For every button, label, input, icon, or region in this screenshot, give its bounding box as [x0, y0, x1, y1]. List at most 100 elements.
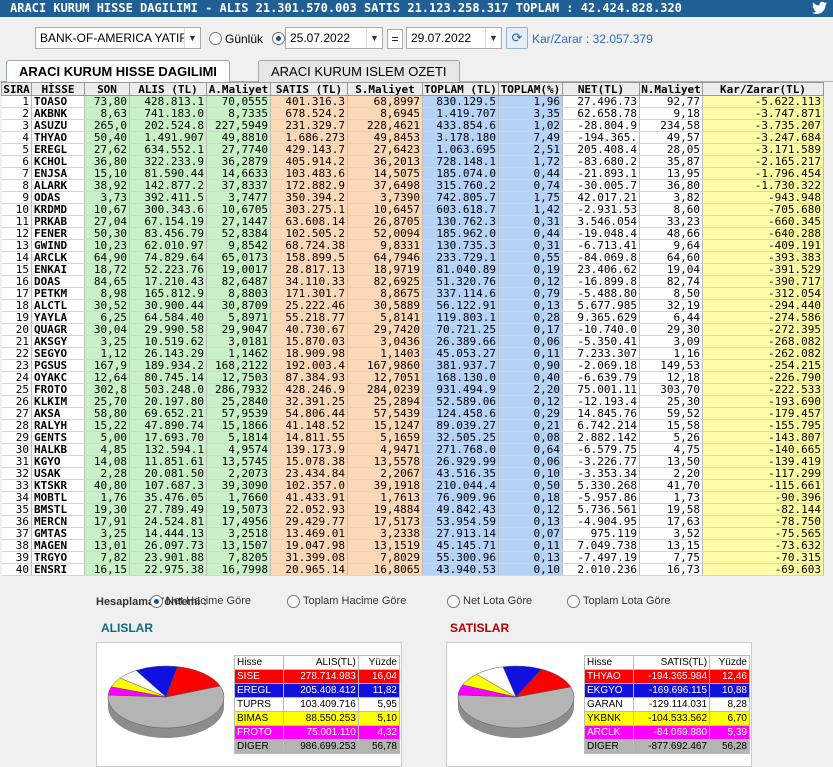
legend-row[interactable]: YKBNK -104.533.562 6,70 — [584, 711, 750, 726]
table-row[interactable]: 13 GWIND 10,23 62.010.97 9,8542 68.724.38 9,83… — [1, 239, 824, 252]
table-row[interactable]: 18 ALCTL 30,52 30.900.44 30,8709 25.222.46 30,… — [1, 299, 824, 312]
calc-option-radio[interactable] — [150, 595, 163, 608]
pie-slice[interactable] — [107, 686, 167, 698]
column-header[interactable]: Kar/Zarar(TL) — [702, 82, 824, 96]
chevron-down-icon[interactable]: ▼ — [366, 28, 382, 48]
legend-header: Hisse — [233, 655, 285, 670]
column-header[interactable]: ALIS (TL) — [129, 82, 207, 96]
column-header[interactable]: TOPLAM(%) — [498, 82, 563, 96]
table-row[interactable]: 14 ARCLK 64,90 74.829.64 65,0173 158.899.5 64,… — [1, 251, 824, 264]
table-row[interactable]: 37 GMTAS 3,25 14.444.13 3,2518 13.469.01 3,233… — [1, 527, 824, 540]
legend-row[interactable]: FROTO 75.001.110 4,32 — [233, 725, 401, 740]
pie-slice[interactable] — [457, 684, 517, 698]
table-row[interactable]: 2 AKBNK 8,63 741.183.0 8,7335 678.524.2 8,6945… — [1, 107, 824, 120]
table-row[interactable]: 38 MAGEN 13,01 26.097.73 13,1507 19.047.98 13,… — [1, 539, 824, 552]
pie-slice[interactable] — [107, 685, 225, 729]
table-row[interactable]: 15 ENKAI 18,72 52.223.76 19,0017 28.817.13 18,… — [1, 263, 824, 276]
table-row[interactable]: 30 HALKB 4,85 132.594.1 4,9574 139.173.9 4,947… — [1, 443, 824, 456]
table-row[interactable]: 3 ASUZU 265,0 202.524.8 227,5949 231.329.7 228… — [1, 119, 824, 132]
calc-option-label[interactable]: Net Hacime Göre — [166, 595, 251, 607]
calc-option-radio[interactable] — [287, 595, 300, 608]
column-header[interactable]: SATIS (TL) — [270, 82, 348, 96]
column-header[interactable]: S.Maliyet — [347, 82, 423, 96]
table-row[interactable]: 24 OYAKC 12,64 80.745.14 12,7503 87.384.93 12,… — [1, 371, 824, 384]
table-cell: -312.054 — [702, 287, 824, 300]
table-row[interactable]: 28 RALYH 15,22 47.890.74 15,1866 41.148.52 15,… — [1, 419, 824, 432]
twitter-icon[interactable] — [812, 1, 827, 15]
calc-option-label[interactable]: Toplam Lota Göre — [583, 595, 671, 607]
table-row[interactable]: 19 YAYLA 6,25 64.584.40 5,8971 55.218.77 5,814… — [1, 311, 824, 324]
table-row[interactable]: 31 KGYO 14,08 11.851.61 13,5745 15.078.38 13,5… — [1, 455, 824, 468]
chevron-down-icon[interactable]: ▼ — [184, 28, 200, 48]
table-cell: 205.408.4 — [562, 143, 640, 156]
column-header[interactable]: TOPLAM (TL) — [422, 82, 499, 96]
broker-select[interactable]: BANK-OF-AMERICA YATIRIN ▼ — [35, 27, 201, 49]
legend-row[interactable]: TUPRS 103.409.716 5,95 — [233, 697, 401, 712]
stock-symbol-cell: GENTS — [31, 431, 85, 444]
calc-option-label[interactable]: Toplam Hacime Göre — [303, 595, 407, 607]
column-header[interactable]: SON — [84, 82, 130, 96]
legend-row[interactable]: EREGL 205.408.412 11,82 — [233, 683, 401, 698]
column-header[interactable]: N.Maliyet — [639, 82, 703, 96]
table-cell: -2.069.18 — [562, 359, 640, 372]
gunluk-label: Günlük — [225, 32, 264, 46]
calc-option-label[interactable]: Net Lota Göre — [463, 595, 533, 607]
table-row[interactable]: 4 THYAO 50,40 1.491.907 49,8810 1.686.273 49,8… — [1, 131, 824, 144]
table-cell: 0,18 — [498, 491, 563, 504]
table-row[interactable]: 25 FROTO 302,8 503.248.0 286,7932 428.246.9 28… — [1, 383, 824, 396]
pie-slice[interactable] — [165, 666, 221, 698]
table-row[interactable]: 1 TOASO 73,80 428.813.1 70,0555 401.316.3 68,8… — [1, 95, 824, 108]
legend-row[interactable]: DIGER 986.699.253 56,78 — [233, 739, 401, 754]
table-row[interactable]: 36 MERCN 17,91 24.524.81 17,4956 29.429.77 17,… — [1, 515, 824, 528]
table-row[interactable]: 29 GENTS 5,00 17.693.70 5,1814 14.811.55 5,165… — [1, 431, 824, 444]
chevron-down-icon[interactable]: ▼ — [485, 28, 501, 48]
date-range-radio[interactable] — [272, 32, 285, 45]
calc-option-radio[interactable] — [447, 595, 460, 608]
table-row[interactable]: 8 ALARK 38,92 142.877.2 37,8337 172.882.9 37,6… — [1, 179, 824, 192]
legend-row[interactable]: THYAO -194.365.984 12,46 — [584, 669, 750, 684]
table-row[interactable]: 23 PGSUS 167,9 189.934.2 168,2122 192.003.4 16… — [1, 359, 824, 372]
table-row[interactable]: 12 FENER 50,30 83.456.79 52,8384 102.505.2 52,… — [1, 227, 824, 240]
legend-row[interactable]: GARAN -129.114.031 8,28 — [584, 697, 750, 712]
table-row[interactable]: 27 AKSA 58,80 69.652.21 57,9539 54.806.44 57,5… — [1, 407, 824, 420]
table-row[interactable]: 40 ENSRI 16,15 22.975.38 16,7998 20.965.14 16,… — [1, 563, 824, 576]
table-row[interactable]: 10 KRDMD 10,67 300.343.6 10,6705 303.275.1 10,… — [1, 203, 824, 216]
table-row[interactable]: 21 AKSGY 3,25 10.519.62 3,0181 15.870.03 3,043… — [1, 335, 824, 348]
column-header[interactable]: SIRA — [1, 82, 32, 96]
table-row[interactable]: 39 TRGYO 7,82 23.901.88 7,8205 31.399.08 7,802… — [1, 551, 824, 564]
date-to-field[interactable]: 29.07.2022 ▼ — [406, 27, 502, 49]
refresh-button[interactable]: ⟳ — [506, 27, 528, 49]
table-cell: -83.680.2 — [562, 155, 640, 168]
table-row[interactable]: 20 QUAGR 30,04 29.990.58 29,9047 40.730.67 29,… — [1, 323, 824, 336]
legend-row[interactable]: ARCLK -84.069.880 5,39 — [584, 725, 750, 740]
column-header[interactable]: HİSSE — [31, 82, 85, 96]
legend-row[interactable]: EKGYO -169.696.115 10,88 — [584, 683, 750, 698]
legend-row[interactable]: BIMAS 88.550.253 5,10 — [233, 711, 401, 726]
column-header[interactable]: A.Maliyet — [206, 82, 271, 96]
pie-slice[interactable] — [457, 686, 575, 729]
table-row[interactable]: 16 DOAS 84,65 17.210.43 82,6487 34.110.33 82,6… — [1, 275, 824, 288]
table-cell: -30.005.7 — [562, 179, 640, 192]
table-row[interactable]: 11 PRKAB 27,04 67.154.19 27,1447 63.608.14 26,… — [1, 215, 824, 228]
table-row[interactable]: 5 EREGL 27,62 634.552.1 27,7740 429.143.7 27,6… — [1, 143, 824, 156]
date-from-field[interactable]: 25.07.2022 ▼ — [285, 27, 383, 49]
table-row[interactable]: 32 USAK 2,28 20.081.50 2,2073 23.434.84 2,2067… — [1, 467, 824, 480]
tab-hisse-dagilimi[interactable]: ARACI KURUM HISSE DAGILIMI — [6, 60, 230, 83]
table-row[interactable]: 17 PETKM 8,98 165.812.9 8,8803 171.301.7 8,867… — [1, 287, 824, 300]
legend-row[interactable]: DIGER -877.692.467 56,28 — [584, 739, 750, 754]
gunluk-radio[interactable] — [209, 32, 222, 45]
tab-islem-ozeti[interactable]: ARACI KURUM ISLEM OZETI — [258, 60, 460, 82]
table-cell: 19,4884 — [347, 503, 423, 516]
calc-option-radio[interactable] — [567, 595, 580, 608]
pie-side — [458, 697, 574, 738]
table-row[interactable]: 34 MOBTL 1,76 35.476.05 1,7660 41.433.91 1,761… — [1, 491, 824, 504]
table-row[interactable]: 7 ENJSA 15,10 81.590.44 14,6633 103.483.6 14,5… — [1, 167, 824, 180]
legend-row[interactable]: SISE 278.714.983 16,04 — [233, 669, 401, 684]
table-row[interactable]: 35 BMSTL 19,30 27.789.49 19,5073 22.052.93 19,… — [1, 503, 824, 516]
table-row[interactable]: 33 KTSKR 40,80 107.687.3 39,3090 102.357.0 39,… — [1, 479, 824, 492]
table-row[interactable]: 6 KCHOL 36,80 322.233.9 36,2879 405.914.2 36,2… — [1, 155, 824, 168]
table-row[interactable]: 22 SEGYO 1,12 26.143.29 1,1462 18.909.98 1,140… — [1, 347, 824, 360]
table-row[interactable]: 26 KLKIM 25,70 20.197.80 25,2840 32.391.25 25,… — [1, 395, 824, 408]
column-header[interactable]: NET(TL) — [562, 82, 640, 96]
table-row[interactable]: 9 ODAS 3,73 392.411.5 3,7477 350.394.2 3,7390 7… — [1, 191, 824, 204]
